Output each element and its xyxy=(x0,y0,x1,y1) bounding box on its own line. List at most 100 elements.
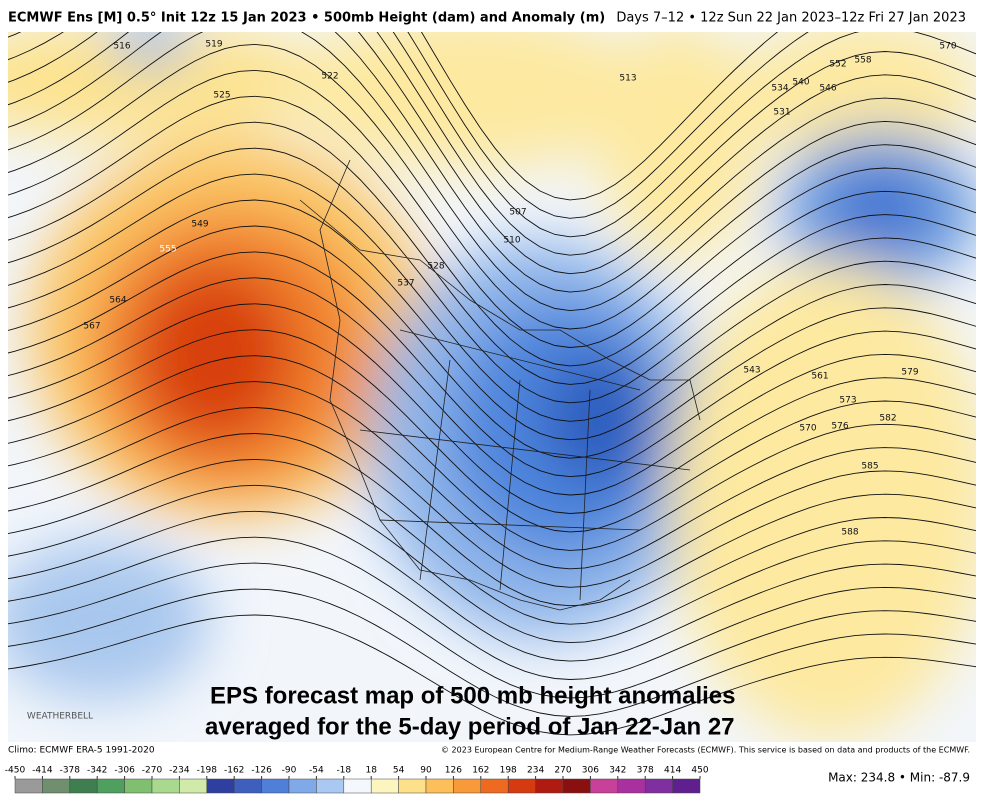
colorbar-tick-label: -54 xyxy=(309,766,324,776)
colorbar-tick-label: 306 xyxy=(582,766,599,776)
colorbar-cell xyxy=(96,778,125,794)
contour-line xyxy=(8,225,976,459)
colorbar-tick-label: 198 xyxy=(500,766,517,776)
colorbar-tick-label: 414 xyxy=(664,766,681,776)
height-contours xyxy=(8,32,976,736)
colorbar-cell xyxy=(535,778,564,794)
contour-line xyxy=(8,277,976,496)
colorbar-cell xyxy=(69,778,98,794)
logo: WEATHERBELL xyxy=(27,712,93,722)
contour-line xyxy=(8,121,976,385)
contour-label: 513 xyxy=(619,74,636,84)
colorbar-tick-label: -450 xyxy=(5,766,26,776)
caption-line-2: averaged for the 5-day period of Jan 22-… xyxy=(205,713,735,740)
header-valid: Days 7–12 • 12z Sun 22 Jan 2023–12z Fri … xyxy=(616,11,966,26)
contour-label: 531 xyxy=(773,108,790,118)
contour-label: 537 xyxy=(397,279,414,289)
contour-label: 516 xyxy=(113,42,130,52)
contour-label: 519 xyxy=(205,40,222,50)
contour-line xyxy=(8,355,976,551)
colorbar-tick-label: -378 xyxy=(60,766,81,776)
contour-label: 546 xyxy=(819,84,836,94)
colorbar-tick-label: 270 xyxy=(554,766,571,776)
contour-label: 534 xyxy=(771,84,788,94)
colorbar-cell xyxy=(151,778,180,794)
colorbar-tick-label: 342 xyxy=(609,766,626,776)
colorbar-tick-label: 162 xyxy=(472,766,489,776)
colorbar-cell xyxy=(370,778,399,794)
contour-label: 528 xyxy=(427,262,444,272)
contour-line xyxy=(8,614,976,736)
header-title: ECMWF Ens [M] 0.5° Init 12z 15 Jan 2023 … xyxy=(8,11,605,26)
contour-line xyxy=(8,32,976,312)
colorbar-cell xyxy=(590,778,619,794)
contour-line xyxy=(8,95,976,367)
colorbar-tick-label: -90 xyxy=(282,766,297,776)
contour-line xyxy=(8,303,976,514)
contour-label: 549 xyxy=(191,220,208,230)
anomaly-shading xyxy=(8,32,976,740)
colorbar-cell xyxy=(288,778,317,794)
colorbar-cell xyxy=(179,778,208,794)
contour-label: 570 xyxy=(939,42,956,52)
colorbar-cell xyxy=(316,778,345,794)
contour-label: 525 xyxy=(213,91,230,101)
contour-label: 540 xyxy=(792,78,809,88)
contour-label: 543 xyxy=(743,366,760,376)
contour-line xyxy=(8,536,976,680)
colorbar-tick-label: 234 xyxy=(527,766,544,776)
contour-label: 522 xyxy=(321,72,338,82)
contour-line xyxy=(8,32,976,275)
contour-label: 552 xyxy=(829,60,846,70)
contour-line xyxy=(8,381,976,570)
caption-line-1: EPS forecast map of 500 mb height anomal… xyxy=(210,682,736,709)
stats: Max: 234.8 • Min: -87.9 xyxy=(828,771,970,785)
contour-label: 507 xyxy=(509,208,526,218)
colorbar-tick-label: -126 xyxy=(251,766,272,776)
contour-label: 576 xyxy=(831,422,848,432)
colorbar-tick-label: 90 xyxy=(420,766,432,776)
contour-line xyxy=(8,562,976,699)
colorbar-tick-label: -414 xyxy=(32,766,53,776)
contour-line xyxy=(8,458,976,625)
colorbar-cell xyxy=(42,778,71,794)
contour-line xyxy=(8,407,976,588)
contour-line xyxy=(8,173,976,422)
contour-line xyxy=(8,32,976,256)
colorbar-cell xyxy=(206,778,235,794)
contour-line xyxy=(8,329,976,533)
contour-label: 567 xyxy=(83,322,100,332)
colorbar-cell xyxy=(343,778,372,794)
colorbar-cell xyxy=(124,778,153,794)
colorbar-cell xyxy=(425,778,454,794)
contour-line xyxy=(8,32,809,219)
contour-label: 585 xyxy=(861,462,878,472)
contour-line xyxy=(420,32,779,201)
contour-label: 573 xyxy=(839,396,856,406)
colorbar-cell xyxy=(453,778,482,794)
colorbar-tick-label: -18 xyxy=(336,766,351,776)
colorbar-tick-label: -342 xyxy=(87,766,107,776)
colorbar-cell xyxy=(398,778,427,794)
colorbar-tick-label: -306 xyxy=(114,766,135,776)
colorbar-tick-label: 378 xyxy=(637,766,654,776)
contour-line xyxy=(8,251,976,478)
contour-line xyxy=(8,43,976,330)
contour-line xyxy=(8,69,976,348)
contour-label: 510 xyxy=(503,236,520,246)
contour-label: 555 xyxy=(159,245,176,255)
colorbar-cell xyxy=(507,778,536,794)
colorbar-tick-label: 54 xyxy=(393,766,405,776)
contour-label: 588 xyxy=(841,528,858,538)
contour-line xyxy=(8,32,976,293)
colorbar-cell xyxy=(14,778,43,794)
colorbar-tick-label: 18 xyxy=(365,766,377,776)
colorbar-cell xyxy=(672,778,701,794)
contour-line xyxy=(8,433,976,607)
colorbar-tick-label: -198 xyxy=(197,766,218,776)
colorbar: -450 -414 -378 -342 -306 -270 -234 -198 -162 -126… xyxy=(5,766,709,794)
contour-label: 582 xyxy=(879,414,896,424)
map: 516 519 522 525 549 555 564 567 513 507 510 528 537 5… xyxy=(8,32,976,742)
contour-label: 564 xyxy=(109,296,126,306)
